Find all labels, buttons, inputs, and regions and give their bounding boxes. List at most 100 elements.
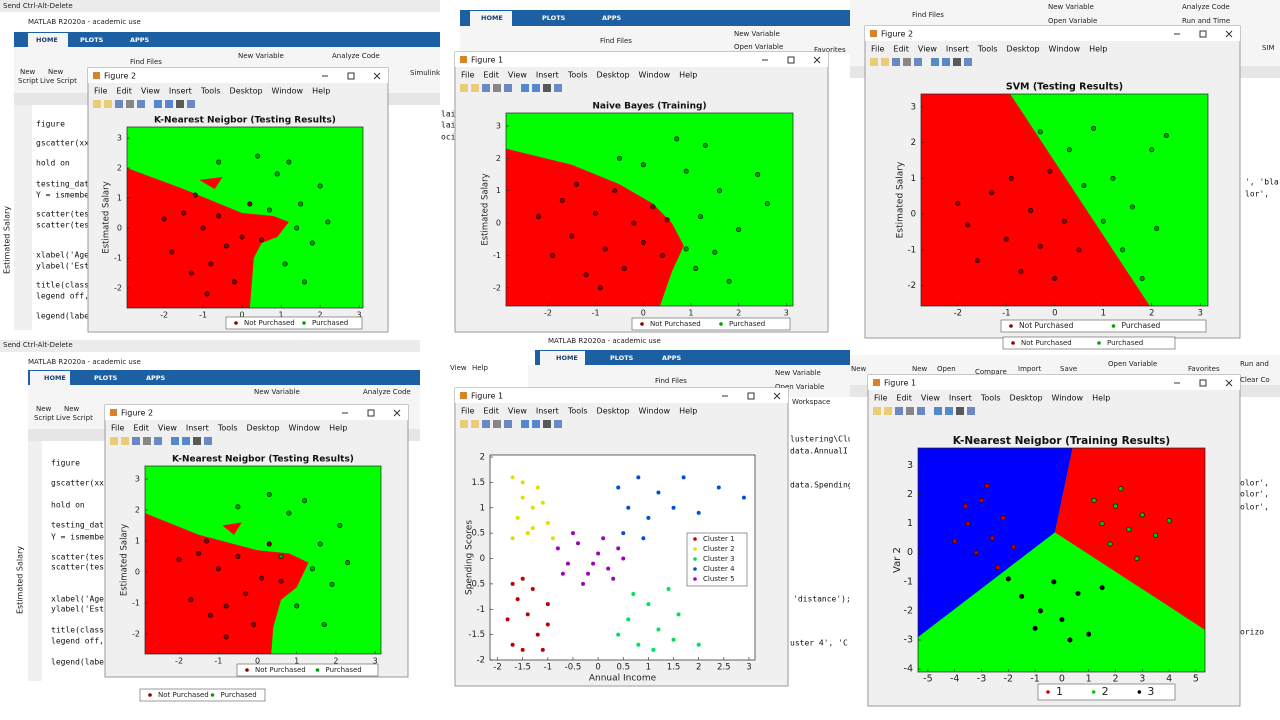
maximize-button[interactable] [787, 56, 795, 64]
menu-item[interactable]: Edit [116, 87, 132, 96]
toolbar-button[interactable] [482, 84, 490, 92]
menu-item[interactable]: Edit [483, 407, 499, 416]
toolbar-button[interactable] [176, 100, 184, 108]
toolbar-button[interactable] [482, 420, 490, 428]
toolbar-button[interactable] [154, 437, 162, 445]
toolbar-button[interactable] [115, 100, 123, 108]
menu-item[interactable]: Insert [536, 71, 559, 80]
menu-item[interactable]: Help [1092, 394, 1110, 403]
close-button[interactable] [373, 72, 381, 80]
legend-label[interactable]: Purchased [1122, 321, 1161, 330]
menu-item[interactable]: Help [1089, 45, 1107, 54]
legend-label[interactable]: Cluster 5 [703, 575, 735, 583]
legend-label[interactable]: Not Purchased [650, 320, 701, 328]
menu-item[interactable]: Tools [567, 71, 588, 80]
tab-label[interactable]: PLOTS [610, 354, 634, 362]
ribbon-button[interactable]: Open Variable [1048, 17, 1097, 25]
menu-item[interactable]: Tools [980, 394, 1001, 403]
legend-label[interactable]: Not Purchased [255, 666, 306, 674]
menu-item[interactable]: Insert [169, 87, 192, 96]
toolbar-button[interactable] [554, 84, 562, 92]
ribbon-button[interactable]: Clear Co [1240, 376, 1270, 384]
ribbon-button[interactable]: New Variable [238, 52, 284, 60]
toolbar-button[interactable] [171, 437, 179, 445]
toolbar-button[interactable] [956, 407, 964, 415]
toolbar-button[interactable] [471, 420, 479, 428]
tab-label[interactable]: APPS [130, 36, 150, 44]
toolbar-button[interactable] [504, 84, 512, 92]
menu-item[interactable]: Help [329, 424, 347, 433]
menu-item[interactable]: File [461, 71, 474, 80]
maximize-button[interactable] [747, 392, 755, 400]
ribbon-button[interactable]: Run and Time [1182, 17, 1230, 25]
ribbon-button[interactable]: New [64, 405, 80, 413]
legend-label[interactable]: Not Purchased [1019, 321, 1074, 330]
tab-label[interactable]: HOME [556, 354, 578, 362]
menu-item[interactable]: Tools [567, 407, 588, 416]
toolbar-button[interactable] [104, 100, 112, 108]
menu-item[interactable]: Window [289, 424, 321, 433]
tab-label[interactable]: APPS [602, 14, 622, 22]
ribbon-button[interactable]: New Variable [734, 30, 780, 38]
menu-item[interactable]: Edit [896, 394, 912, 403]
menu-item[interactable]: Window [639, 71, 671, 80]
ribbon-button[interactable]: SIM [1262, 44, 1275, 52]
toolbar-button[interactable] [543, 420, 551, 428]
legend-label[interactable]: Not Purchased [244, 319, 295, 327]
close-button[interactable] [1225, 30, 1233, 38]
menu-item[interactable]: View [158, 424, 177, 433]
legend-label[interactable]: Cluster 4 [703, 565, 735, 573]
toolbar-button[interactable] [193, 437, 201, 445]
toolbar-button[interactable] [903, 58, 911, 66]
close-button[interactable] [773, 392, 781, 400]
tab-label[interactable]: APPS [662, 354, 682, 362]
ribbon-button[interactable]: Find Files [655, 377, 687, 385]
ribbon-button[interactable]: New Variable [775, 369, 821, 377]
maximize-button[interactable] [1199, 30, 1207, 38]
toolbar-button[interactable] [953, 58, 961, 66]
menu-item[interactable]: Desktop [247, 424, 280, 433]
ribbon-button[interactable]: Live Script [40, 77, 77, 85]
legend-label[interactable]: 3 [1147, 685, 1154, 698]
toolbar-button[interactable] [493, 420, 501, 428]
tab-label[interactable]: APPS [146, 374, 166, 382]
menu-item[interactable]: Edit [133, 424, 149, 433]
menu-item[interactable]: File [874, 394, 887, 403]
ribbon-button[interactable]: Open Variable [1108, 360, 1157, 368]
menu-item[interactable]: Insert [949, 394, 972, 403]
close-button[interactable] [813, 56, 821, 64]
toolbar-button[interactable] [532, 84, 540, 92]
toolbar-button[interactable] [204, 437, 212, 445]
menu-item[interactable]: View [141, 87, 160, 96]
toolbar-button[interactable] [967, 407, 975, 415]
menu-item[interactable]: Edit [483, 71, 499, 80]
menu-item[interactable]: Desktop [1007, 45, 1040, 54]
menu-item[interactable]: Desktop [597, 71, 630, 80]
menu-item[interactable]: View [921, 394, 940, 403]
legend-label[interactable]: Purchased [312, 319, 348, 327]
menu-item[interactable]: Window [639, 407, 671, 416]
tab-label[interactable]: HOME [36, 36, 58, 44]
toolbar-button[interactable] [870, 58, 878, 66]
toolbar-button[interactable] [917, 407, 925, 415]
toolbar-button[interactable] [187, 100, 195, 108]
toolbar-button[interactable] [143, 437, 151, 445]
ribbon-button[interactable]: New [48, 68, 64, 76]
menu-item[interactable]: Insert [946, 45, 969, 54]
menu-item[interactable]: View [508, 407, 527, 416]
ribbon-button[interactable]: New [20, 68, 36, 76]
ribbon-button[interactable]: New Variable [254, 388, 300, 396]
toolbar-button[interactable] [154, 100, 162, 108]
ribbon-button[interactable]: Run and [1240, 360, 1269, 368]
menu-item[interactable]: Tools [200, 87, 221, 96]
ribbon-button[interactable]: Live Script [56, 414, 93, 422]
legend-label[interactable]: Purchased [326, 666, 362, 674]
toolbar-button[interactable] [543, 84, 551, 92]
toolbar-button[interactable] [137, 100, 145, 108]
toolbar-button[interactable] [931, 58, 939, 66]
ribbon-button[interactable]: Favorites [1188, 365, 1220, 373]
tab-label[interactable]: PLOTS [94, 374, 118, 382]
ribbon-button[interactable]: Compare [975, 368, 1007, 376]
menu-item[interactable]: Help [679, 71, 697, 80]
toolbar-button[interactable] [460, 84, 468, 92]
